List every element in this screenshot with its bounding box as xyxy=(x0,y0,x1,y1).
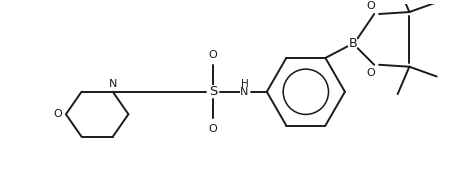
Text: S: S xyxy=(209,85,217,98)
Text: O: O xyxy=(366,1,375,11)
Text: O: O xyxy=(208,124,218,134)
Text: O: O xyxy=(366,68,375,78)
Text: N: N xyxy=(109,79,117,89)
Text: O: O xyxy=(208,50,218,60)
Text: O: O xyxy=(54,109,62,119)
Text: H: H xyxy=(240,79,248,89)
Text: B: B xyxy=(349,37,357,50)
Text: N: N xyxy=(240,87,249,97)
